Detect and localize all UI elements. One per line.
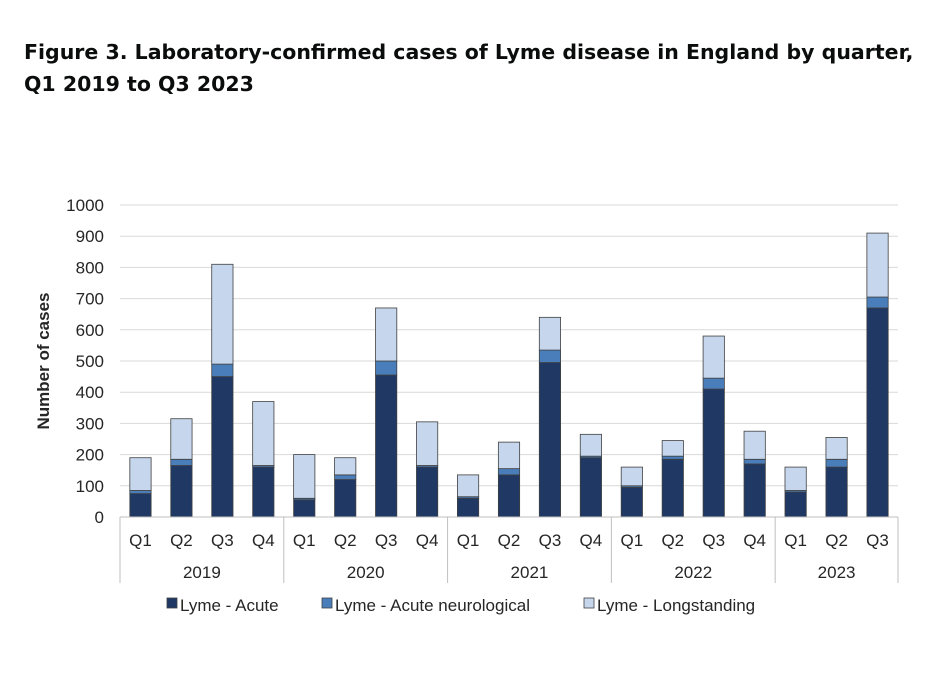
- bar-segment: [702, 388, 725, 518]
- bar-segment: [457, 474, 480, 498]
- bar-segment: [334, 457, 357, 476]
- bar-segment: [661, 455, 684, 460]
- bar-segment: [702, 335, 725, 379]
- y-tick-label: 800: [76, 258, 104, 277]
- bar-segment: [334, 474, 357, 480]
- y-tick-label: 400: [76, 383, 104, 402]
- legend: Lyme - Acute Lyme - Acute neurological Lym…: [166, 596, 755, 615]
- y-axis-label: Number of cases: [34, 293, 53, 430]
- bar-segment: [497, 441, 521, 470]
- bar-segment: [293, 454, 316, 499]
- bar-segment: [579, 457, 602, 518]
- x-axis: Q1 Q2 Q3 Q4 Q1 Q2 Q3 Q4 Q1 Q2 Q3 Q4 Q1 Q2 Q3 Q4 Q1 Q2 Q3 20…: [119, 516, 899, 583]
- bar-segment: [211, 263, 234, 365]
- x-category-label: Q2: [825, 531, 848, 550]
- bar-segment: [252, 466, 275, 518]
- bar-segment: [702, 377, 725, 390]
- bar-segment: [375, 374, 398, 518]
- bar-segment: [743, 458, 766, 465]
- x-category-label: Q3: [866, 531, 889, 550]
- x-category-label: Q2: [334, 531, 357, 550]
- bar-segment: [538, 316, 561, 351]
- bar-segment: [743, 430, 766, 460]
- x-group-label: 2021: [511, 563, 549, 582]
- bar-segment: [743, 463, 766, 518]
- x-category-label: Q2: [661, 531, 684, 550]
- bar-segment: [375, 360, 398, 376]
- bar-segment: [416, 466, 439, 518]
- bar-segment: [170, 465, 193, 518]
- figure-title: Figure 3. Laboratory-confirmed cases of …: [24, 40, 914, 96]
- bar-segment: [497, 474, 521, 518]
- bar-segment: [866, 296, 889, 309]
- bar-segment: [129, 490, 152, 495]
- x-category-label: Q3: [702, 531, 725, 550]
- legend-label: Lyme - Acute: [180, 596, 279, 615]
- legend-label: Lyme - Acute neurological: [335, 596, 530, 615]
- x-category-label: Q1: [620, 531, 643, 550]
- bar-segment: [252, 401, 275, 466]
- bar-segment: [334, 479, 357, 518]
- x-category-label: Q3: [539, 531, 562, 550]
- x-category-label: Q1: [129, 531, 152, 550]
- bar-segment: [866, 307, 889, 518]
- x-category-label: Q4: [580, 531, 603, 550]
- x-category-label: Q1: [457, 531, 480, 550]
- x-category-label: Q1: [784, 531, 807, 550]
- bar-segment: [579, 433, 602, 457]
- bar-segment: [661, 440, 684, 457]
- y-tick-label: 900: [76, 227, 104, 246]
- bar-segment: [825, 458, 848, 468]
- y-tick-label: 0: [95, 508, 104, 527]
- x-category-label: Q2: [170, 531, 193, 550]
- bar-segment: [825, 437, 848, 460]
- y-tick-label: 600: [76, 321, 104, 340]
- bar-segment: [129, 493, 152, 518]
- bar-segment: [170, 458, 193, 466]
- x-category-label: Q4: [416, 531, 439, 550]
- y-tick-label: 1000: [66, 196, 104, 215]
- y-tick-label: 200: [76, 446, 104, 465]
- x-group-label: 2023: [818, 563, 856, 582]
- y-tick-label: 100: [76, 477, 104, 496]
- x-group-label: 2022: [674, 563, 712, 582]
- bar-segment: [620, 466, 643, 487]
- x-group-label: 2019: [183, 563, 221, 582]
- bar-segment: [538, 362, 561, 518]
- bar-segment: [661, 458, 684, 518]
- x-category-label: Q3: [375, 531, 398, 550]
- bar-segment: [170, 418, 193, 460]
- bar-segment: [784, 491, 807, 518]
- bar-segment: [457, 497, 480, 518]
- x-category-label: Q3: [211, 531, 234, 550]
- bar-segment: [866, 232, 889, 298]
- y-tick-label: 300: [76, 414, 104, 433]
- y-axis: 0 100 200 300 400 500 600 700 800 900 1000: [66, 196, 104, 527]
- bar-segment: [497, 468, 521, 476]
- x-category-label: Q2: [498, 531, 521, 550]
- bar-segment: [416, 421, 439, 466]
- gridlines: [120, 204, 898, 487]
- bar-segment: [129, 457, 152, 491]
- legend-swatch: [166, 597, 178, 609]
- legend-swatch: [583, 597, 595, 609]
- x-category-label: Q4: [252, 531, 275, 550]
- bar-segment: [538, 349, 561, 363]
- y-tick-label: 500: [76, 352, 104, 371]
- y-tick-label: 700: [76, 290, 104, 309]
- bar-segment: [211, 376, 234, 518]
- x-category-label: Q1: [293, 531, 316, 550]
- bar-segment: [211, 363, 234, 377]
- bar-segment: [293, 499, 316, 518]
- x-category-label: Q4: [743, 531, 766, 550]
- legend-label: Lyme - Longstanding: [597, 596, 755, 615]
- legend-swatch: [321, 597, 333, 609]
- x-group-label: 2020: [347, 563, 385, 582]
- bar-segment: [375, 307, 398, 362]
- bars: [129, 232, 889, 518]
- bar-segment: [825, 466, 848, 518]
- bar-segment: [784, 466, 807, 491]
- bar-segment: [620, 486, 643, 518]
